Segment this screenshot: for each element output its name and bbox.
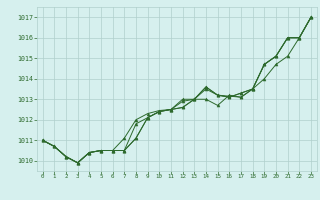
Text: Graphe pression niveau de la mer (hPa): Graphe pression niveau de la mer (hPa) [65,184,255,193]
